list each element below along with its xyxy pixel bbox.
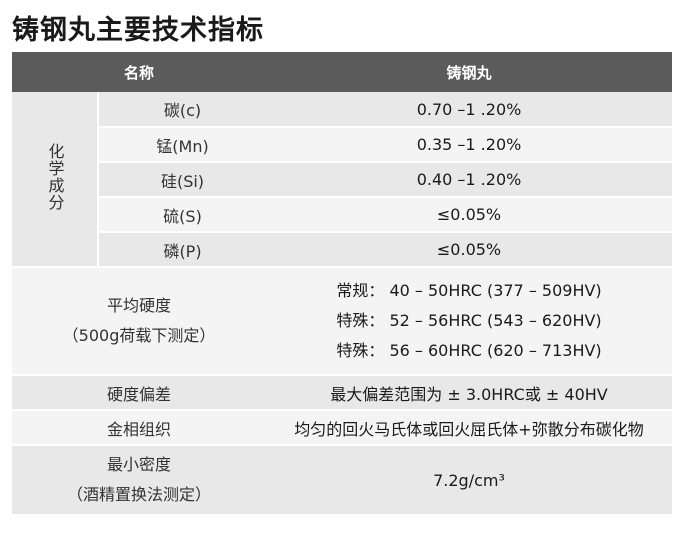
element-value: ≤0.05% xyxy=(266,232,673,268)
table-row-hardness: 平均硬度 （500g荷载下测定） 常规： 40 – 50HRC (377 – 5… xyxy=(12,267,673,376)
element-value: 0.35 –1 .20% xyxy=(266,127,673,163)
hardness-value: 特殊： 52 – 56HRC (543 – 620HV) xyxy=(336,311,602,330)
chemical-group-label: 化学成分 xyxy=(12,92,99,268)
deviation-value: 最大偏差范围为 ± 3.0HRC或 ± 40HV xyxy=(266,375,673,411)
density-label: 最小密度 （酒精置换法测定） xyxy=(12,445,267,516)
element-name: 硅(Si) xyxy=(98,162,267,198)
table-header-row: 名称 铸钢丸 xyxy=(12,52,673,92)
chemical-group-text: 化学成分 xyxy=(45,143,65,211)
microstructure-label: 金相组织 xyxy=(12,410,267,446)
spec-table: 名称 铸钢丸 化学成分 碳(c) 0.70 –1 .20% 锰(Mn) 0.35… xyxy=(12,52,673,516)
page-title: 铸钢丸主要技术指标 xyxy=(12,15,264,46)
density-label-line2: （酒精置换法测定） xyxy=(67,485,212,504)
table-row: 化学成分 碳(c) 0.70 –1 .20% xyxy=(12,92,673,268)
hardness-label-line2: （500g荷载下测定） xyxy=(62,326,216,345)
density-label-line1: 最小密度 xyxy=(107,455,172,474)
element-name: 硫(S) xyxy=(98,197,267,233)
element-value: 0.70 –1 .20% xyxy=(266,92,673,128)
element-value: 0.40 –1 .20% xyxy=(266,162,673,198)
element-value: ≤0.05% xyxy=(266,197,673,233)
hardness-values: 常规： 40 – 50HRC (377 – 509HV) 特殊： 52 – 56… xyxy=(266,267,673,376)
table-row: 硅(Si) 0.40 –1 .20% xyxy=(12,162,673,198)
hardness-label: 平均硬度 （500g荷载下测定） xyxy=(12,267,267,376)
table-row: 锰(Mn) 0.35 –1 .20% xyxy=(12,127,673,163)
table-row-density: 最小密度 （酒精置换法测定） 7.2g/cm³ xyxy=(12,445,673,516)
element-name: 锰(Mn) xyxy=(98,127,267,163)
header-product: 铸钢丸 xyxy=(266,52,673,92)
table-row: 磷(P) ≤0.05% xyxy=(12,232,673,268)
deviation-label: 硬度偏差 xyxy=(12,375,267,411)
hardness-label-line1: 平均硬度 xyxy=(107,296,172,315)
density-value: 7.2g/cm³ xyxy=(266,445,673,516)
microstructure-value: 均匀的回火马氏体或回火屈氏体+弥散分布碳化物 xyxy=(266,410,673,446)
table-row: 硫(S) ≤0.05% xyxy=(12,197,673,233)
element-name: 磷(P) xyxy=(98,232,267,268)
table-row-deviation: 硬度偏差 最大偏差范围为 ± 3.0HRC或 ± 40HV xyxy=(12,375,673,411)
hardness-value: 特殊： 56 – 60HRC (620 – 713HV) xyxy=(336,341,602,360)
header-name: 名称 xyxy=(12,52,267,92)
table-row-microstructure: 金相组织 均匀的回火马氏体或回火屈氏体+弥散分布碳化物 xyxy=(12,410,673,446)
element-name: 碳(c) xyxy=(98,92,267,128)
hardness-value: 常规： 40 – 50HRC (377 – 509HV) xyxy=(336,281,602,300)
